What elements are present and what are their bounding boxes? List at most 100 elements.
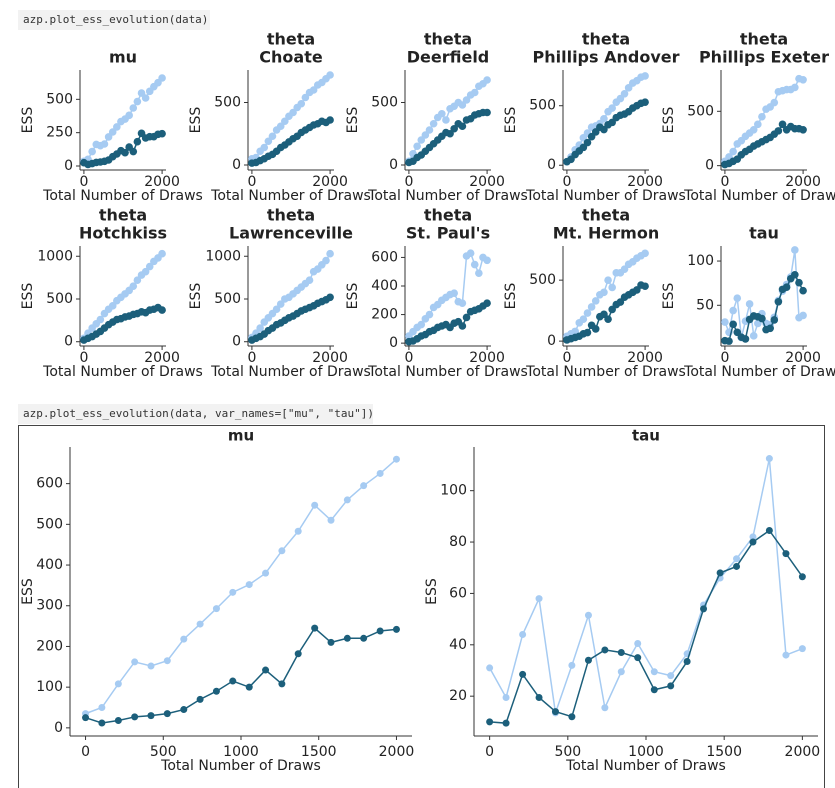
data-point [311, 501, 319, 509]
x-tick-label: 2000 [469, 174, 505, 190]
x-tick-label: 1500 [301, 744, 337, 760]
data-point [600, 288, 608, 297]
y-tick-label: 500 [46, 291, 73, 307]
data-point [799, 286, 807, 295]
y-tick-label: 0 [547, 333, 556, 349]
data-point [376, 469, 384, 477]
x-tick-label: 0 [81, 744, 90, 760]
x-tick-label: 0 [485, 744, 494, 760]
data-point [158, 249, 166, 258]
data-point [311, 624, 319, 632]
data-point [462, 96, 471, 104]
data-point [113, 123, 121, 131]
data-point [620, 90, 629, 98]
data-point [158, 129, 166, 138]
chart-title: Hotchkiss [79, 224, 167, 243]
data-point [327, 516, 335, 524]
data-point [791, 270, 799, 279]
x-axis-label: Total Number of Draws [367, 364, 528, 380]
data-point [799, 125, 807, 134]
data-point [634, 640, 642, 648]
y-tick-label: 0 [64, 334, 73, 350]
x-tick-label: 1000 [223, 744, 259, 760]
data-point [458, 101, 467, 109]
data-point [729, 147, 737, 156]
x-tick-label: 500 [554, 744, 581, 760]
data-point [158, 74, 166, 82]
data-point [96, 315, 105, 324]
x-axis-label: Total Number of Draws [210, 188, 371, 204]
series-line [85, 626, 397, 724]
y-axis-label: ESS [188, 107, 204, 134]
y-tick-label: 500 [371, 95, 398, 111]
data-point [425, 126, 434, 134]
data-point [446, 129, 454, 138]
data-point [617, 668, 625, 676]
y-tick-label: 400 [36, 557, 63, 573]
x-tick-label: 0 [79, 174, 88, 190]
y-tick-label: 300 [36, 598, 63, 614]
x-tick-label: 2000 [785, 174, 821, 190]
chart-title: Choate [259, 48, 323, 67]
data-point [765, 526, 773, 534]
data-point [683, 658, 691, 666]
data-point [749, 538, 757, 546]
data-point [413, 142, 421, 151]
data-point [466, 249, 475, 257]
data-point [766, 324, 774, 333]
data-point [262, 569, 270, 577]
y-tick-label: 600 [371, 249, 398, 265]
y-tick-label: 50 [696, 297, 714, 313]
y-axis-label: ESS [345, 107, 361, 134]
x-axis-label: Total Number of Draws [42, 188, 203, 204]
data-point [462, 313, 471, 322]
y-axis-label: ESS [503, 107, 519, 134]
data-point [417, 136, 426, 144]
data-point [129, 147, 138, 156]
data-point [583, 328, 592, 337]
data-point [98, 719, 106, 727]
y-tick-label: 200 [371, 307, 398, 323]
series-line [489, 529, 803, 724]
x-tick-label: 2000 [785, 744, 821, 760]
data-point [754, 120, 762, 129]
y-axis-label: ESS [188, 283, 204, 310]
data-point [650, 668, 658, 676]
x-tick-label: 2000 [785, 350, 821, 366]
data-point [758, 112, 766, 121]
data-point [741, 335, 750, 343]
data-point [343, 496, 351, 504]
data-point [425, 310, 434, 319]
data-point [458, 299, 467, 307]
data-point [294, 650, 302, 658]
data-point [121, 148, 129, 157]
x-tick-label: 0 [247, 350, 256, 366]
data-point [133, 276, 142, 284]
x-tick-label: 0 [79, 350, 88, 366]
data-point [147, 662, 155, 670]
series-line [85, 458, 397, 715]
data-point [733, 555, 741, 563]
data-point [733, 294, 742, 303]
data-point [641, 249, 649, 258]
data-point [82, 714, 90, 722]
x-axis-label: Total Number of Draws [42, 364, 203, 380]
data-point [180, 635, 188, 643]
data-point [729, 306, 737, 315]
data-point [421, 131, 430, 139]
data-point [716, 569, 724, 577]
y-tick-label: 400 [371, 278, 398, 294]
data-point [765, 455, 773, 463]
data-point [327, 638, 335, 646]
data-point [591, 325, 600, 333]
x-tick-label: 0 [720, 350, 729, 366]
data-point [608, 283, 616, 292]
y-tick-label: 0 [54, 720, 63, 736]
data-point [568, 713, 576, 721]
data-point [141, 267, 150, 276]
y-tick-label: 0 [547, 157, 556, 173]
data-point [791, 246, 799, 254]
data-point [535, 595, 543, 603]
data-point [729, 320, 737, 329]
data-point [98, 704, 106, 712]
